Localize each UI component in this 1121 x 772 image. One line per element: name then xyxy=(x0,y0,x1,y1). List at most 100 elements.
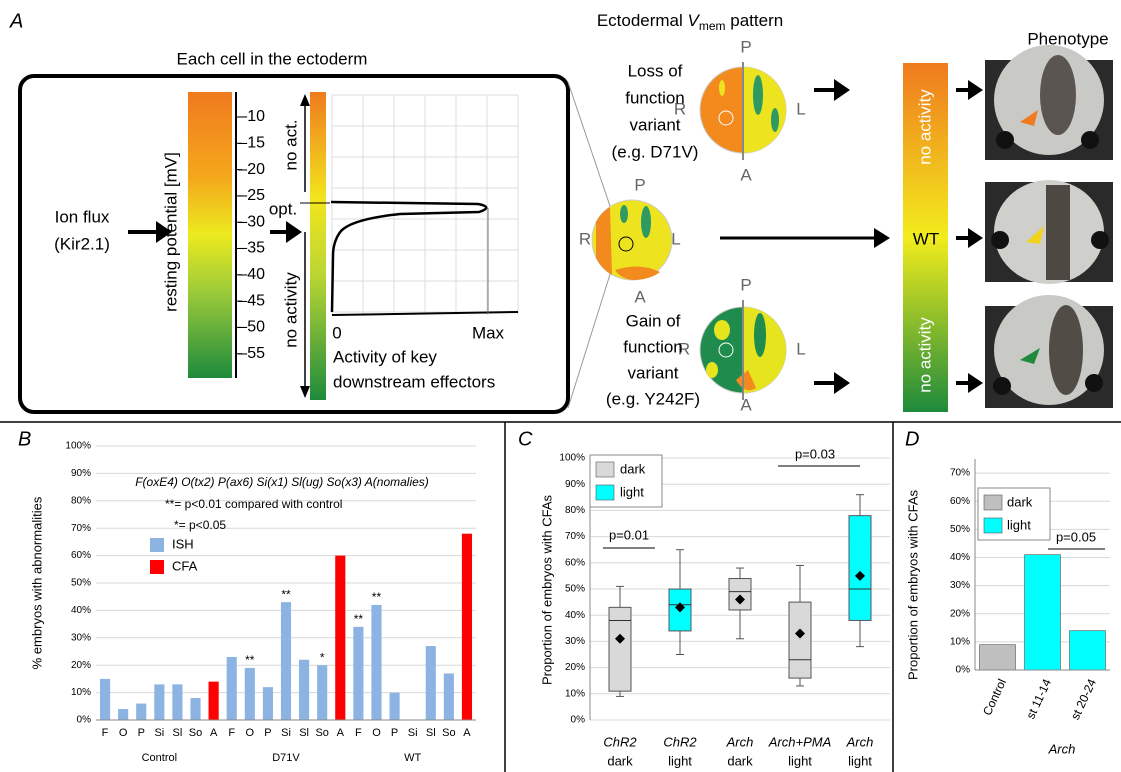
y-axis-label: Proportion of embryos with CFAs xyxy=(539,494,554,685)
x-label: 0 xyxy=(332,323,341,342)
x-axis-label: downstream effectors xyxy=(333,372,495,391)
outcome-bar xyxy=(903,63,948,412)
panel-label: C xyxy=(518,428,533,450)
patch xyxy=(620,205,628,223)
bar xyxy=(1069,630,1106,671)
y-axis-label: Proportion of embryos with CFAs xyxy=(905,489,920,680)
legend-label: ISH xyxy=(172,536,194,551)
y-tick-label: 80% xyxy=(71,495,91,506)
x-tick-label: Sl xyxy=(173,727,183,739)
activity-label: opt. xyxy=(269,199,297,218)
cell-box xyxy=(18,74,570,414)
variant-label: (e.g. Y242F) xyxy=(606,389,700,408)
x-tick-label: So xyxy=(442,727,455,739)
variant-label: Gain of xyxy=(626,311,681,330)
y-tick-label: 50% xyxy=(565,584,585,595)
x-tick-label: So xyxy=(189,727,202,739)
y-tick-label: 10% xyxy=(71,687,91,698)
group-label: Control xyxy=(142,752,177,764)
y-tick-label: 30% xyxy=(71,632,91,643)
bar xyxy=(208,681,219,720)
scale-label: –20 xyxy=(238,161,265,178)
bar xyxy=(425,646,436,720)
legend-swatch xyxy=(150,538,164,552)
arrow-head xyxy=(968,228,983,248)
mean xyxy=(615,633,625,644)
bar xyxy=(1024,554,1061,671)
patch xyxy=(771,108,779,132)
bar xyxy=(190,698,201,720)
legend-label: CFA xyxy=(172,558,198,573)
x-tick-label: Si xyxy=(154,727,164,739)
bar xyxy=(299,659,310,720)
y-tick-label: 60% xyxy=(565,557,585,568)
x-tick-label: ChR2 xyxy=(603,734,637,749)
legend-swatch xyxy=(595,484,615,501)
bar xyxy=(136,703,147,720)
scale-label: –45 xyxy=(238,292,265,309)
y-tick-label: 40% xyxy=(71,605,91,616)
pigment xyxy=(1040,55,1076,135)
y-tick-label: 0% xyxy=(571,715,586,726)
bar xyxy=(353,626,364,720)
cell-marker xyxy=(718,342,734,358)
eye xyxy=(1091,231,1109,249)
y-axis-label: % embryos with abnormalities xyxy=(29,496,44,669)
y-tick-label: 20% xyxy=(71,660,91,671)
scale: –10 –15 –20 –25 –30 –35 –40 –45 –50 –55 xyxy=(236,108,265,362)
scale-label: –15 xyxy=(238,135,265,152)
scale-label: –25 xyxy=(238,187,265,204)
x-tick-label: dark xyxy=(607,753,633,768)
axis-letter: P xyxy=(740,275,751,294)
x-tick-label: F xyxy=(355,727,362,739)
x-tick-label: Sl xyxy=(299,727,309,739)
bar xyxy=(371,604,382,720)
x-tick-label: Arch+PMA xyxy=(768,734,832,749)
variant-label: function xyxy=(625,88,685,107)
embryo-wt xyxy=(591,199,673,281)
x-tick-label: st 11-14 xyxy=(1023,676,1054,721)
y-tick-label: 70% xyxy=(950,468,970,479)
x-tick-label: Si xyxy=(281,727,291,739)
marker xyxy=(1020,348,1040,364)
panel-label: A xyxy=(9,10,23,32)
x-tick-label: ChR2 xyxy=(663,734,697,749)
y-tick-label: 70% xyxy=(71,523,91,534)
variant-label: Loss of xyxy=(628,61,683,80)
mean xyxy=(735,594,745,605)
x-tick-label: Control xyxy=(980,677,1009,718)
x-tick-label: st 20-24 xyxy=(1068,676,1099,722)
panel-label: D xyxy=(905,428,919,450)
input-label: Ion flux xyxy=(55,207,110,226)
y-tick-label: 60% xyxy=(71,550,91,561)
y-tick-label: 50% xyxy=(950,524,970,535)
y-tick-label: 40% xyxy=(950,552,970,563)
arrow-head xyxy=(968,80,983,100)
note: *= p<0.05 xyxy=(174,518,226,532)
x-tick-label: A xyxy=(463,727,471,739)
x-tick-label: So xyxy=(315,727,328,739)
x-tick-label: light xyxy=(788,753,812,768)
axis-letter: A xyxy=(634,287,646,306)
scale-axis-label: resting potential [mV] xyxy=(161,152,180,312)
arrow-head xyxy=(286,221,302,243)
arrow-head xyxy=(874,228,890,248)
significance: ** xyxy=(281,587,291,601)
axis-letter: R xyxy=(678,339,690,358)
legend-label: dark xyxy=(1007,494,1033,509)
patch xyxy=(641,206,651,238)
patch xyxy=(754,313,766,357)
patch xyxy=(753,75,763,115)
box-title: Each cell in the ectoderm xyxy=(177,49,368,68)
y-tick-label: 40% xyxy=(565,610,585,621)
scale-label: –55 xyxy=(238,345,265,362)
axis-letter: R xyxy=(674,99,686,118)
x-axis-label: Activity of key xyxy=(333,347,437,366)
arrow-head xyxy=(834,372,850,394)
bar xyxy=(154,684,165,720)
x-tick-label: Arch xyxy=(846,734,874,749)
axis-letter: L xyxy=(796,339,805,358)
patch xyxy=(714,320,730,340)
patch xyxy=(719,80,725,96)
